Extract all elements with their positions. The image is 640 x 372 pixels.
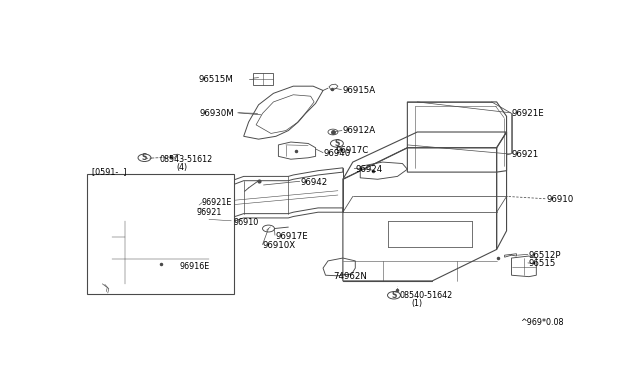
Text: S: S bbox=[391, 291, 397, 300]
Text: 96912A: 96912A bbox=[343, 126, 376, 135]
Text: 96924: 96924 bbox=[355, 165, 383, 174]
Text: 96921E: 96921E bbox=[202, 198, 232, 207]
Text: 08540-51642: 08540-51642 bbox=[400, 291, 453, 300]
Text: S: S bbox=[142, 153, 147, 162]
Text: 96910: 96910 bbox=[547, 195, 573, 204]
Text: 96515: 96515 bbox=[529, 259, 556, 268]
Text: 96512P: 96512P bbox=[529, 251, 561, 260]
Text: 96915A: 96915A bbox=[343, 86, 376, 95]
Text: 96921: 96921 bbox=[196, 208, 222, 217]
Text: 96917E: 96917E bbox=[276, 232, 308, 241]
Text: 74962N: 74962N bbox=[333, 272, 367, 281]
Text: 96921: 96921 bbox=[511, 150, 539, 160]
Text: (1): (1) bbox=[412, 299, 423, 308]
Text: 96515M: 96515M bbox=[199, 74, 234, 83]
Bar bbox=[88, 173, 234, 294]
Text: 08543-51612: 08543-51612 bbox=[159, 155, 212, 164]
Text: 96916E: 96916E bbox=[179, 262, 209, 271]
Text: 96921E: 96921E bbox=[511, 109, 544, 118]
Text: S: S bbox=[334, 139, 340, 148]
Text: 96910: 96910 bbox=[234, 218, 259, 227]
Text: (4): (4) bbox=[176, 163, 188, 172]
Text: ^969*0.08: ^969*0.08 bbox=[520, 318, 564, 327]
Text: 96930M: 96930M bbox=[199, 109, 234, 118]
Text: 96917C: 96917C bbox=[335, 146, 369, 155]
Text: 96942: 96942 bbox=[301, 178, 328, 187]
Text: 96910X: 96910X bbox=[262, 241, 296, 250]
Text: 96940: 96940 bbox=[323, 149, 350, 158]
Text: [0591-  ]: [0591- ] bbox=[92, 168, 127, 177]
